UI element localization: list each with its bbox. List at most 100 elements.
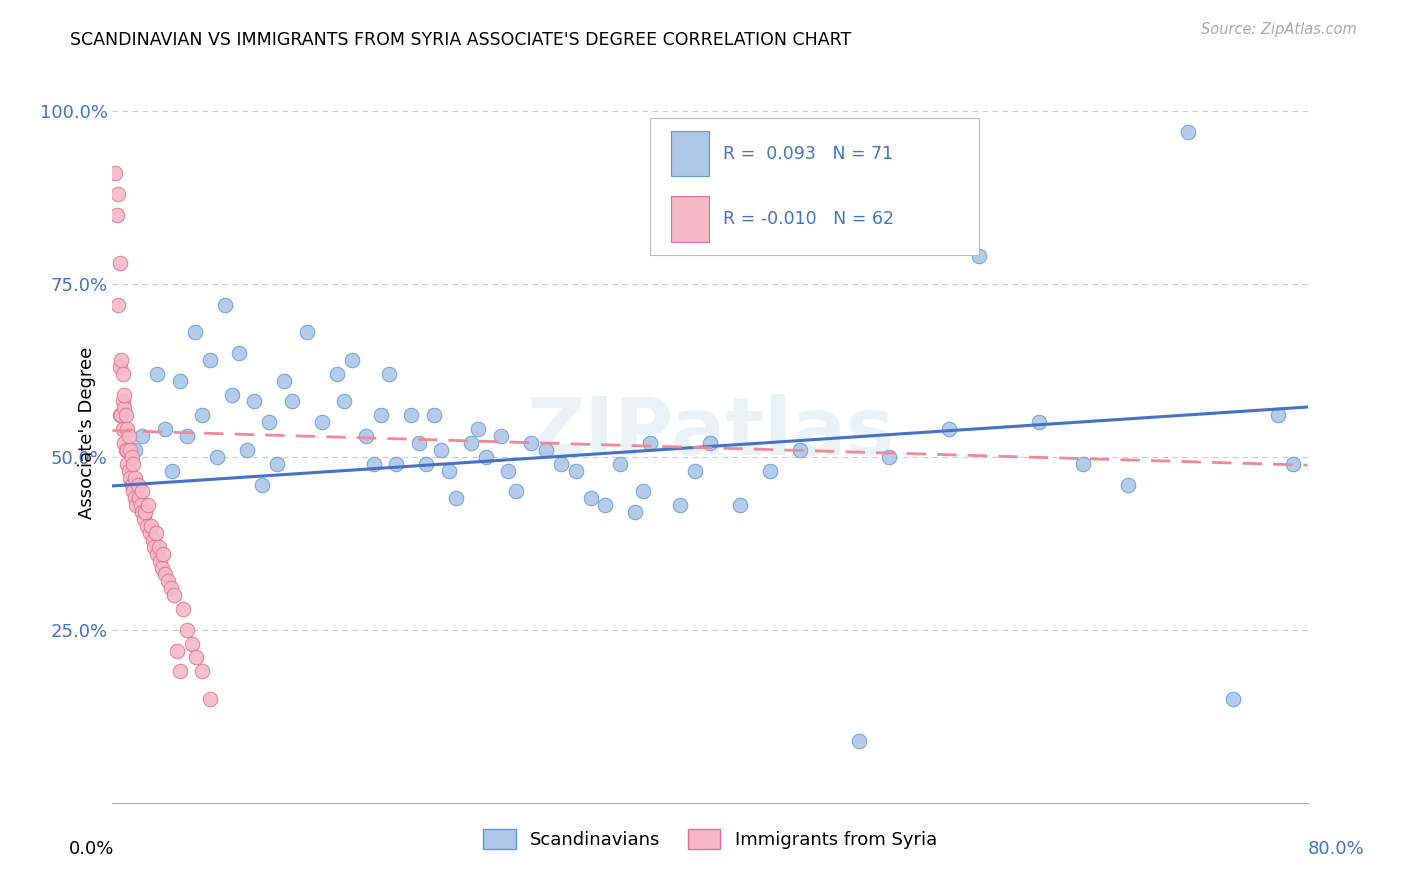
Point [191,409,214,423]
Point [146,547,169,561]
Point [108,359,131,374]
Point [564,464,586,478]
Point [114,401,135,416]
Point [1177,125,1199,139]
Point [134,505,156,519]
Point [152,547,174,561]
Point [259,415,281,429]
Point [124,491,146,506]
Point [669,498,692,512]
Text: R = -0.010   N = 62: R = -0.010 N = 62 [723,211,894,228]
Point [124,442,146,457]
Point [139,525,162,540]
Point [759,464,782,478]
Point [131,505,153,519]
Point [131,429,153,443]
Point [1028,415,1050,429]
Point [1118,477,1140,491]
Point [114,387,135,401]
Point [129,498,152,512]
Point [120,442,142,457]
Point [132,512,155,526]
Point [166,643,188,657]
Point [120,470,142,484]
Point [117,442,139,457]
Point [169,374,191,388]
Point [1222,692,1244,706]
Point [325,367,347,381]
Point [127,477,149,491]
Point [460,436,482,450]
Point [176,429,198,443]
Point [104,166,127,180]
Point [198,692,221,706]
Point [105,208,128,222]
Point [879,450,901,464]
Point [281,394,304,409]
Point [640,436,662,450]
Point [172,602,194,616]
Point [191,665,214,679]
Point [437,464,460,478]
Point [250,477,273,491]
Point [148,540,170,554]
Point [143,540,166,554]
Point [444,491,467,506]
Point [295,326,318,340]
Point [117,422,139,436]
Point [169,665,191,679]
Point [228,346,250,360]
Point [430,442,453,457]
Point [848,733,870,747]
Point [631,484,654,499]
Point [1073,457,1095,471]
Point [498,464,520,478]
Point [356,429,378,443]
Point [183,326,205,340]
Bar [671,130,709,177]
Point [363,457,385,471]
Point [273,374,295,388]
Point [475,450,498,464]
Point [266,457,288,471]
Point [221,387,243,401]
Text: SCANDINAVIAN VS IMMIGRANTS FROM SYRIA ASSOCIATE'S DEGREE CORRELATION CHART: SCANDINAVIAN VS IMMIGRANTS FROM SYRIA AS… [70,31,852,49]
Point [422,409,444,423]
Point [595,498,617,512]
Point [401,409,423,423]
Point [153,567,176,582]
Point [122,484,145,499]
Point [159,582,181,596]
Point [311,415,333,429]
Text: ZIPatlas: ZIPatlas [526,393,894,472]
Point [1281,457,1303,471]
Point [333,394,356,409]
Point [467,422,489,436]
Point [138,498,160,512]
Legend: Scandinavians, Immigrants from Syria: Scandinavians, Immigrants from Syria [477,822,943,856]
Text: 0.0%: 0.0% [69,840,114,858]
Point [128,491,150,506]
Point [108,256,131,270]
FancyBboxPatch shape [651,118,979,255]
Point [520,436,543,450]
Point [579,491,602,506]
Point [111,367,134,381]
Point [107,297,129,311]
Point [118,429,141,443]
Point [107,186,129,201]
Point [124,470,146,484]
Point [142,533,165,547]
Point [1267,409,1289,423]
Point [153,422,176,436]
Point [145,525,167,540]
Point [108,409,131,423]
Point [534,442,557,457]
Point [121,450,143,464]
Point [728,498,751,512]
Point [683,464,706,478]
Point [118,464,141,478]
Text: R =  0.093   N = 71: R = 0.093 N = 71 [723,145,893,162]
Point [176,623,198,637]
Point [110,353,132,368]
